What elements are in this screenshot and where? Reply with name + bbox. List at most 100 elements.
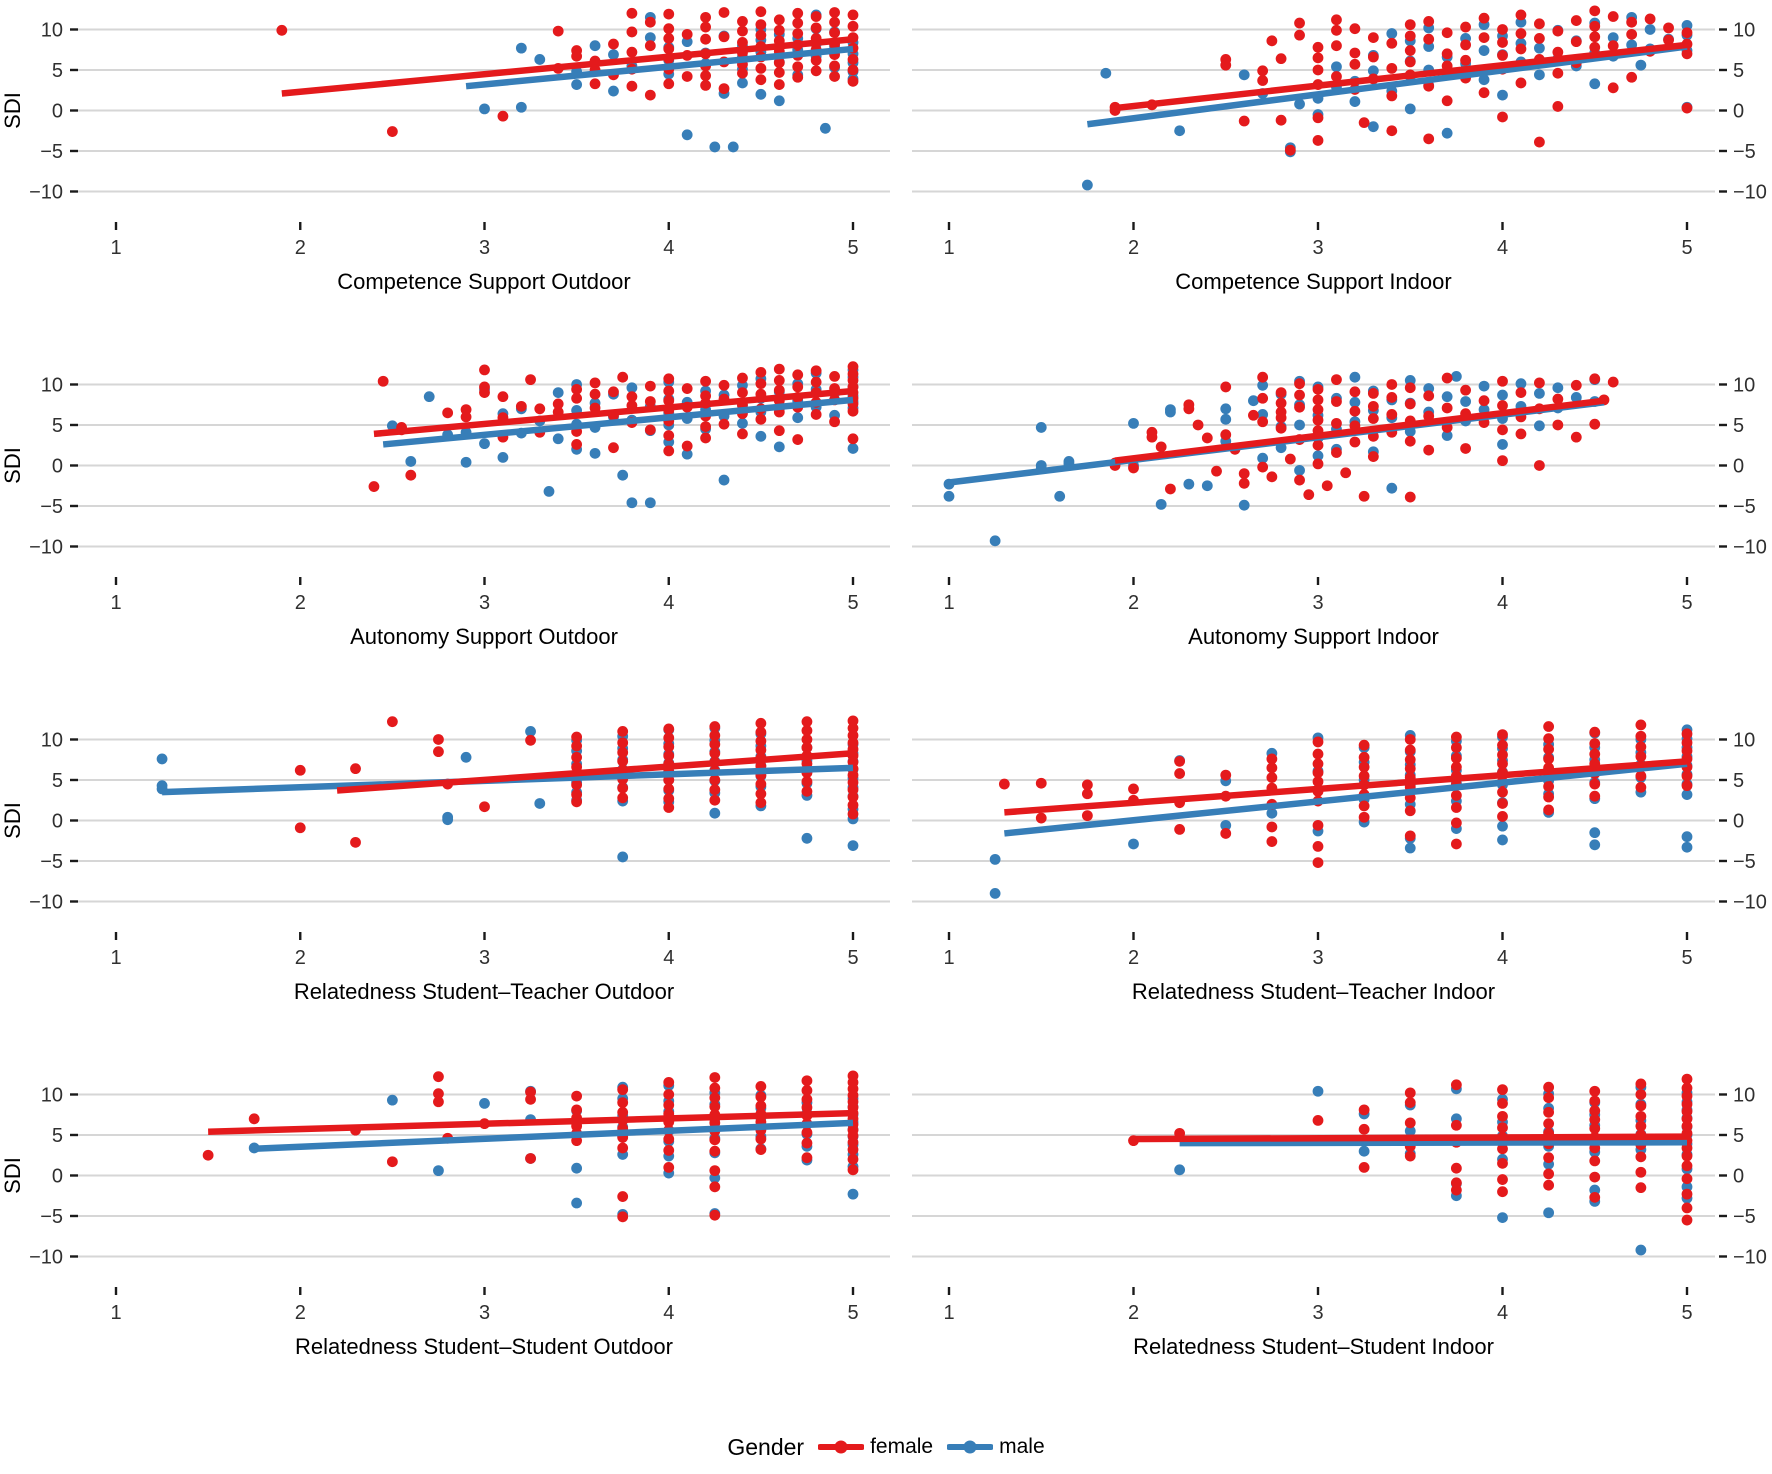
relatedness-student-indoor-male-trendline [1179,1139,1688,1147]
x-tick-label: 3 [1312,947,1323,969]
gender-legend: Gender female male [0,1420,1772,1474]
y-tick-label: 10 [1733,729,1755,751]
y-tick-label: −10 [1733,1246,1767,1268]
x-tick-label: 5 [847,237,858,259]
x-tick-label: 4 [1497,592,1508,614]
xlabel-competence-indoor: Competence Support Indoor [1175,269,1451,294]
x-tick-label: 4 [1497,237,1508,259]
x-tick-label: 1 [943,1302,954,1324]
relatedness-teacher-indoor-male-points [989,724,1693,899]
y-tick-label: 10 [1733,19,1755,41]
y-tick-label: 5 [1733,60,1744,82]
y-tick-label: 5 [52,1125,63,1147]
x-tick-label: 1 [110,947,121,969]
legend-label-male: male [999,1435,1045,1458]
x-tick-label: 1 [110,1302,121,1324]
relatedness-teacher-outdoor-female-trendline [336,750,854,794]
relatedness-student-indoor-female-points [1128,1073,1693,1226]
y-tick-label: 0 [1733,810,1744,832]
y-tick-label: 10 [41,729,63,751]
x-tick-label: 5 [1681,947,1692,969]
y-tick-label: 0 [1733,100,1744,122]
y-tick-label: −10 [1733,181,1767,203]
xlabel-relatedness-teacher-indoor: Relatedness Student–Teacher Indoor [1132,979,1495,1004]
x-tick-label: 5 [1681,1302,1692,1324]
legend-label-female: female [870,1435,934,1458]
y-tick-label: 5 [1733,1125,1744,1147]
x-tick-label: 3 [1312,237,1323,259]
xlabel-relatedness-teacher-outdoor: Relatedness Student–Teacher Outdoor [294,979,674,1004]
x-tick-label: 4 [663,237,674,259]
x-tick-label: 1 [110,237,121,259]
y-tick-label: −10 [29,181,63,203]
y-tick-label: 0 [52,810,63,832]
x-tick-label: 5 [847,592,858,614]
x-tick-label: 4 [663,1302,674,1324]
autonomy-outdoor-male-trendline [382,396,854,448]
relatedness-student-outdoor-female-trendline [208,1109,854,1135]
x-tick-label: 5 [847,947,858,969]
x-tick-label: 4 [1497,947,1508,969]
y-tick-label: −10 [1733,891,1767,913]
x-tick-label: 3 [1312,1302,1323,1324]
relatedness-teacher-indoor-female-points [998,719,1693,869]
male-key-icon [947,1440,994,1454]
y-tick-label: −10 [29,891,63,913]
x-tick-label: 2 [295,1302,306,1324]
x-tick-label: 2 [1128,947,1139,969]
y-tick-label: −5 [1733,496,1756,518]
y-tick-label: 0 [52,100,63,122]
y-tick-label: 10 [1733,374,1755,396]
relatedness-student-outdoor-male-points [248,1080,859,1220]
x-tick-label: 5 [1681,237,1692,259]
competence-indoor-male-trendline [1086,43,1688,128]
panel-competence-outdoor: 10 5 0 −5 −10 1 2 3 4 5 Competence Support Outdoor [29,6,890,294]
x-tick-label: 2 [1128,592,1139,614]
y-tick-label: 5 [1733,770,1744,792]
y-tick-label: 0 [52,455,63,477]
y-tick-label: 5 [1733,415,1744,437]
relatedness-student-indoor-male-points [1174,1081,1693,1256]
x-tick-label: 2 [1128,237,1139,259]
competence-indoor-female-trendline [1114,41,1688,112]
y-tick-label: 5 [52,60,63,82]
xlabel-competence-outdoor: Competence Support Outdoor [337,269,631,294]
y-tick-label: −5 [40,851,63,873]
y-tick-label: −10 [1733,536,1767,558]
y-tick-label: 0 [1733,455,1744,477]
x-tick-label: 4 [663,592,674,614]
relatedness-teacher-indoor-male-trendline [1004,760,1688,837]
x-tick-label: 5 [847,1302,858,1324]
ylabel-sdi: SDI [0,802,25,839]
y-tick-label: −10 [29,1246,63,1268]
ylabel-sdi: SDI [0,1157,25,1194]
autonomy-outdoor-female-trendline [373,387,854,438]
relatedness-student-indoor-female-trendline [1133,1133,1688,1143]
y-tick-label: −5 [1733,1206,1756,1228]
x-tick-label: 1 [943,947,954,969]
panel-relatedness-student-outdoor: 10 5 0 −5 −10 1 2 3 4 5 Relatedness Student–Studen… [29,1070,890,1359]
x-tick-label: 3 [479,1302,490,1324]
x-tick-label: 2 [295,947,306,969]
x-tick-label: 5 [1681,592,1692,614]
y-tick-label: 0 [1733,1165,1744,1187]
panel-autonomy-indoor: 10 5 0 −5 −10 1 2 3 4 5 Autonomy Support Indoor [912,370,1767,649]
x-tick-label: 1 [943,592,954,614]
legend-title: Gender [727,1433,805,1460]
y-tick-label: 10 [41,374,63,396]
legend-item-female: female [818,1435,933,1459]
panel-relatedness-teacher-indoor: 10 5 0 −5 −10 1 2 3 4 5 Relatedness Student–Teache… [912,719,1767,1004]
x-tick-label: 3 [479,947,490,969]
autonomy-indoor-female-trendline [1114,397,1605,464]
panel-autonomy-outdoor: 10 5 0 −5 −10 1 2 3 4 5 Autonomy Support Outdoor [29,361,890,649]
panel-relatedness-teacher-outdoor: 10 5 0 −5 −10 1 2 3 4 5 Relatedness Student–Teache… [29,715,890,1004]
legend-item-male: male [947,1435,1045,1459]
relatedness-teacher-outdoor-male-points [156,722,859,863]
y-tick-label: 5 [52,415,63,437]
competence-outdoor-female-trendline [281,35,854,97]
y-tick-label: 10 [41,19,63,41]
competence-outdoor-female-points [276,6,859,137]
